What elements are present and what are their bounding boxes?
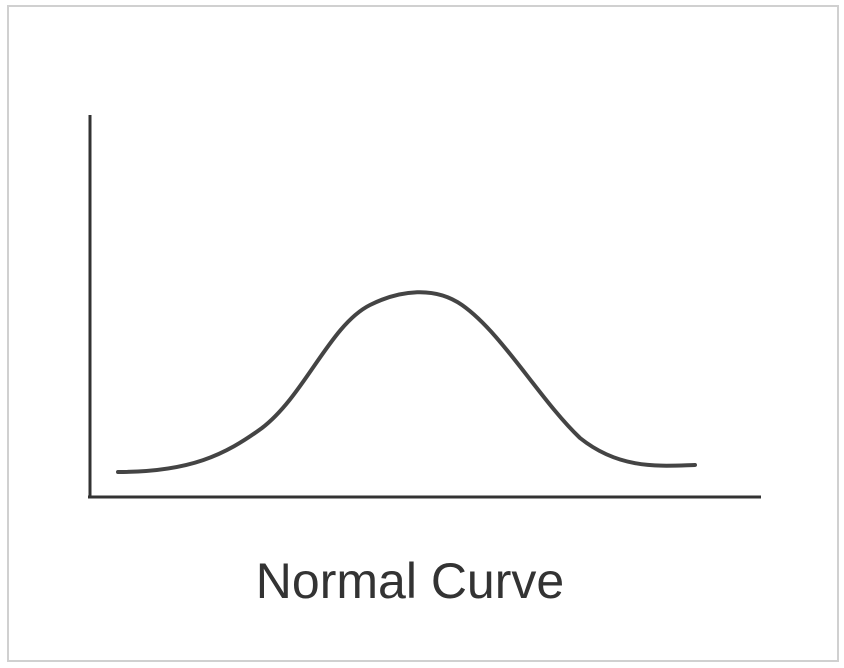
normal-curve: [116, 290, 697, 474]
frame: [7, 5, 839, 662]
caption: Normal Curve: [256, 553, 564, 609]
